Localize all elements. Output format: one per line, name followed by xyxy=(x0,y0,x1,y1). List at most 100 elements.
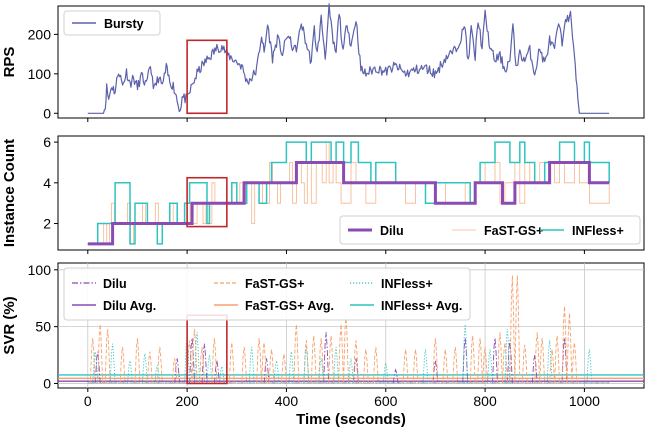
spike-fast-gs- xyxy=(310,335,317,384)
legend-label-dilu: Dilu xyxy=(103,277,127,291)
middle-ytick-label: 2 xyxy=(43,216,51,232)
spike-fast-gs- xyxy=(186,340,193,384)
spike-infless- xyxy=(462,324,469,384)
spike-fast-gs- xyxy=(372,347,379,384)
spike-dilu xyxy=(323,332,330,384)
middle-highlight-box xyxy=(186,176,228,228)
spike-infless- xyxy=(348,358,354,384)
bottom-ytick-label: 50 xyxy=(35,319,51,335)
spike-infless- xyxy=(141,353,148,384)
x-axis-label: Time (seconds) xyxy=(296,411,406,428)
bottom-xtick-label: 600 xyxy=(374,393,398,409)
spike-fast-gs- xyxy=(566,312,573,384)
spike-fast-gs- xyxy=(482,347,489,384)
bottom-legend-box xyxy=(63,267,471,321)
spike-fast-gs- xyxy=(228,342,235,384)
spike-infless- xyxy=(273,360,280,384)
spike-fast-gs- xyxy=(211,337,218,384)
legend-label-infless: INFless+ xyxy=(381,277,433,291)
spike-infless- xyxy=(487,349,493,384)
top-ylabel: RPS xyxy=(1,47,18,78)
spike-infless- xyxy=(109,343,116,384)
spike-fast-gs- xyxy=(328,335,335,384)
spike-dilu xyxy=(201,343,208,384)
top-ytick-label: 0 xyxy=(43,105,51,121)
bottom-xtick-label: 400 xyxy=(275,393,299,409)
spike-dilu xyxy=(432,360,439,384)
spike-infless- xyxy=(318,358,325,384)
middle-axes-frame xyxy=(57,135,645,251)
bottom-ytick-label: 0 xyxy=(43,375,51,391)
spike-fast-gs- xyxy=(156,347,163,384)
top-axes-frame xyxy=(57,5,645,119)
spike-infless- xyxy=(422,349,429,384)
spike-infless- xyxy=(303,347,310,384)
series-infless- xyxy=(87,141,610,245)
spike-fast-gs- xyxy=(554,335,561,384)
spike-fast-gs- xyxy=(534,332,541,384)
legend-label-infless-avg: INFless+ Avg. xyxy=(381,299,462,313)
legend-label-dilu: Dilu xyxy=(380,224,404,238)
spike-dilu xyxy=(263,358,270,384)
spike-infless- xyxy=(586,349,593,384)
spike-infless- xyxy=(248,347,255,384)
legend-label-fast-gs-avg: FaST-GS+ Avg. xyxy=(245,299,334,313)
top-ytick-label: 100 xyxy=(28,66,52,82)
bottom-xtick-label: 800 xyxy=(473,393,497,409)
spike-fast-gs- xyxy=(353,340,359,384)
spike-fast-gs- xyxy=(509,275,516,384)
spike-dilu xyxy=(213,360,220,384)
bottom-axes-frame xyxy=(57,262,645,389)
spike-dilu xyxy=(392,368,399,384)
spike-fast-gs- xyxy=(477,337,484,384)
spike-fast-gs- xyxy=(571,342,578,384)
legend-label-infless-: INFless+ xyxy=(572,224,624,238)
legend-label-fast-gs: FaST-GS+ xyxy=(245,277,304,291)
spike-fast-gs- xyxy=(199,347,205,384)
bottom-xtick-label: 0 xyxy=(84,393,92,409)
spike-infless- xyxy=(333,347,340,384)
legend-label-dilu-avg: Dilu Avg. xyxy=(103,299,156,313)
spike-infless- xyxy=(218,366,225,384)
spike-fast-gs- xyxy=(97,324,104,384)
spike-fast-gs- xyxy=(146,351,153,384)
spike-fast-gs- xyxy=(432,337,439,384)
spike-fast-gs- xyxy=(452,347,459,384)
spike-fast-gs- xyxy=(402,349,409,384)
spike-fast-gs- xyxy=(539,337,546,384)
spike-fast-gs- xyxy=(256,337,263,384)
bottom-ylabel: SVR (%) xyxy=(1,296,18,354)
spike-infless- xyxy=(288,351,295,384)
bottom-xtick-label: 200 xyxy=(175,393,199,409)
top-ytick-label: 200 xyxy=(28,26,52,42)
legend-label-bursty: Bursty xyxy=(104,17,144,31)
spike-fast-gs- xyxy=(281,353,287,384)
series-dilu xyxy=(87,161,610,246)
spike-dilu xyxy=(492,337,498,384)
spike-fast-gs- xyxy=(469,335,476,384)
spike-infless- xyxy=(154,365,161,384)
spike-infless- xyxy=(92,351,99,384)
spike-dilu xyxy=(506,340,513,384)
bottom-xtick-label: 1000 xyxy=(569,393,600,409)
spike-infless- xyxy=(194,332,200,384)
spike-infless- xyxy=(127,360,133,384)
spike-dilu xyxy=(94,351,101,384)
spike-fast-gs- xyxy=(104,328,111,384)
spike-fast-gs- xyxy=(268,349,275,384)
spike-fast-gs- xyxy=(521,344,528,384)
top-highlight-box xyxy=(186,39,228,115)
series-bursty xyxy=(87,3,610,114)
middle-ytick-label: 6 xyxy=(43,134,51,150)
spike-fast-gs- xyxy=(362,349,369,384)
spike-fast-gs- xyxy=(318,337,325,384)
middle-ylabel: Instance Count xyxy=(1,139,18,247)
spike-infless- xyxy=(206,354,213,384)
spike-fast-gs- xyxy=(502,342,508,384)
spike-infless- xyxy=(546,340,553,384)
spike-infless- xyxy=(504,328,511,384)
spike-fast-gs- xyxy=(293,324,300,384)
middle-legend-box xyxy=(339,215,641,245)
spike-fast-gs- xyxy=(412,349,419,384)
